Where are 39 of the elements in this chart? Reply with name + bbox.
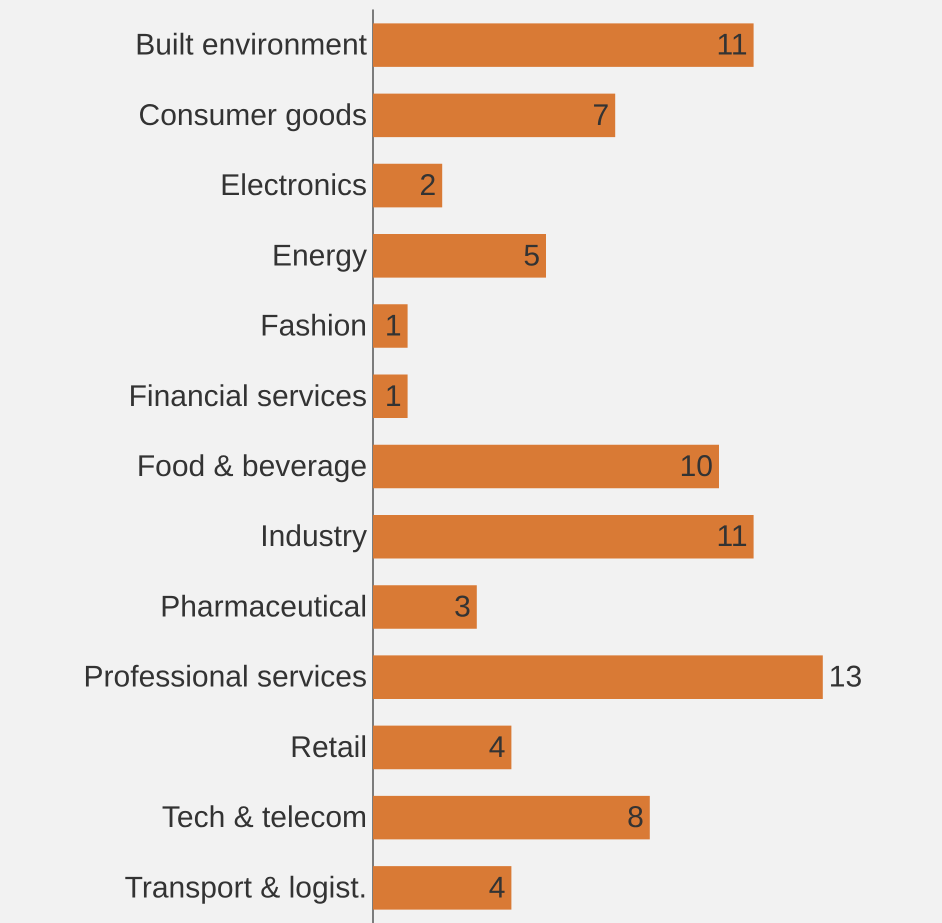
data-label: 1 xyxy=(384,310,402,343)
y-tick-label: Built environment xyxy=(135,28,368,62)
bar xyxy=(373,585,477,629)
data-label: 11 xyxy=(716,520,748,554)
y-tick-label: Pharmaceutical xyxy=(160,590,367,624)
bar xyxy=(373,374,408,418)
data-label: 1 xyxy=(384,380,402,413)
bar xyxy=(373,304,408,348)
bar xyxy=(373,234,546,278)
y-tick-label: Professional services xyxy=(84,660,367,694)
y-tick-label: Consumer goods xyxy=(138,98,367,132)
bar xyxy=(373,23,754,67)
data-label: 10 xyxy=(680,450,713,483)
data-label: 3 xyxy=(454,590,471,624)
bar xyxy=(373,164,442,208)
y-tick-label: Fashion xyxy=(260,310,367,343)
y-tick-label: Energy xyxy=(272,239,367,272)
bar xyxy=(373,444,719,488)
bar xyxy=(373,796,650,840)
y-tick-label: Financial services xyxy=(128,380,367,413)
data-label: 11 xyxy=(716,28,748,62)
y-tick-label: Food & beverage xyxy=(136,450,367,483)
data-label: 7 xyxy=(592,98,610,132)
data-label: 4 xyxy=(488,871,506,904)
data-label: 13 xyxy=(828,660,862,694)
bar xyxy=(373,514,754,558)
bar xyxy=(373,94,616,138)
y-tick-label: Electronics xyxy=(220,169,367,202)
data-label: 8 xyxy=(627,801,644,834)
y-tick-label: Tech & telecom xyxy=(162,801,367,834)
y-tick-label: Transport & logist. xyxy=(124,871,367,904)
data-label: 5 xyxy=(523,239,540,272)
bar xyxy=(373,866,512,910)
bar xyxy=(373,726,512,770)
bar xyxy=(373,655,823,699)
y-tick-label: Industry xyxy=(260,520,367,554)
data-label: 2 xyxy=(420,169,436,202)
data-label: 4 xyxy=(488,730,506,764)
y-tick-label: Retail xyxy=(290,730,367,764)
